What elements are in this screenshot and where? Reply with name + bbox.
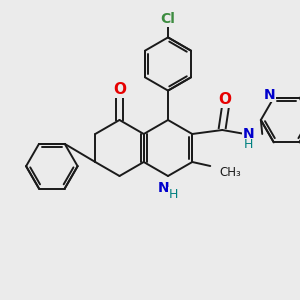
Text: H: H bbox=[168, 188, 178, 200]
Text: H: H bbox=[244, 139, 253, 152]
Text: Cl: Cl bbox=[160, 12, 175, 26]
Text: N: N bbox=[158, 181, 170, 195]
Text: N: N bbox=[242, 127, 254, 141]
Text: N: N bbox=[264, 88, 275, 102]
Text: O: O bbox=[113, 82, 126, 98]
Text: CH₃: CH₃ bbox=[219, 166, 241, 178]
Text: O: O bbox=[219, 92, 232, 107]
